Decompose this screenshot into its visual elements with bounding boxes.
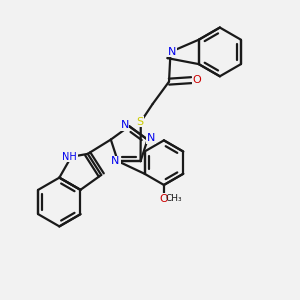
Text: N: N [111,156,120,166]
Text: N: N [168,47,176,57]
Text: N: N [121,120,129,130]
Text: CH₃: CH₃ [166,194,183,203]
Text: S: S [136,117,144,127]
Text: N: N [112,158,121,169]
Text: N: N [147,133,155,143]
Text: NH: NH [62,152,77,162]
Text: O: O [160,194,168,204]
Text: O: O [192,75,201,85]
